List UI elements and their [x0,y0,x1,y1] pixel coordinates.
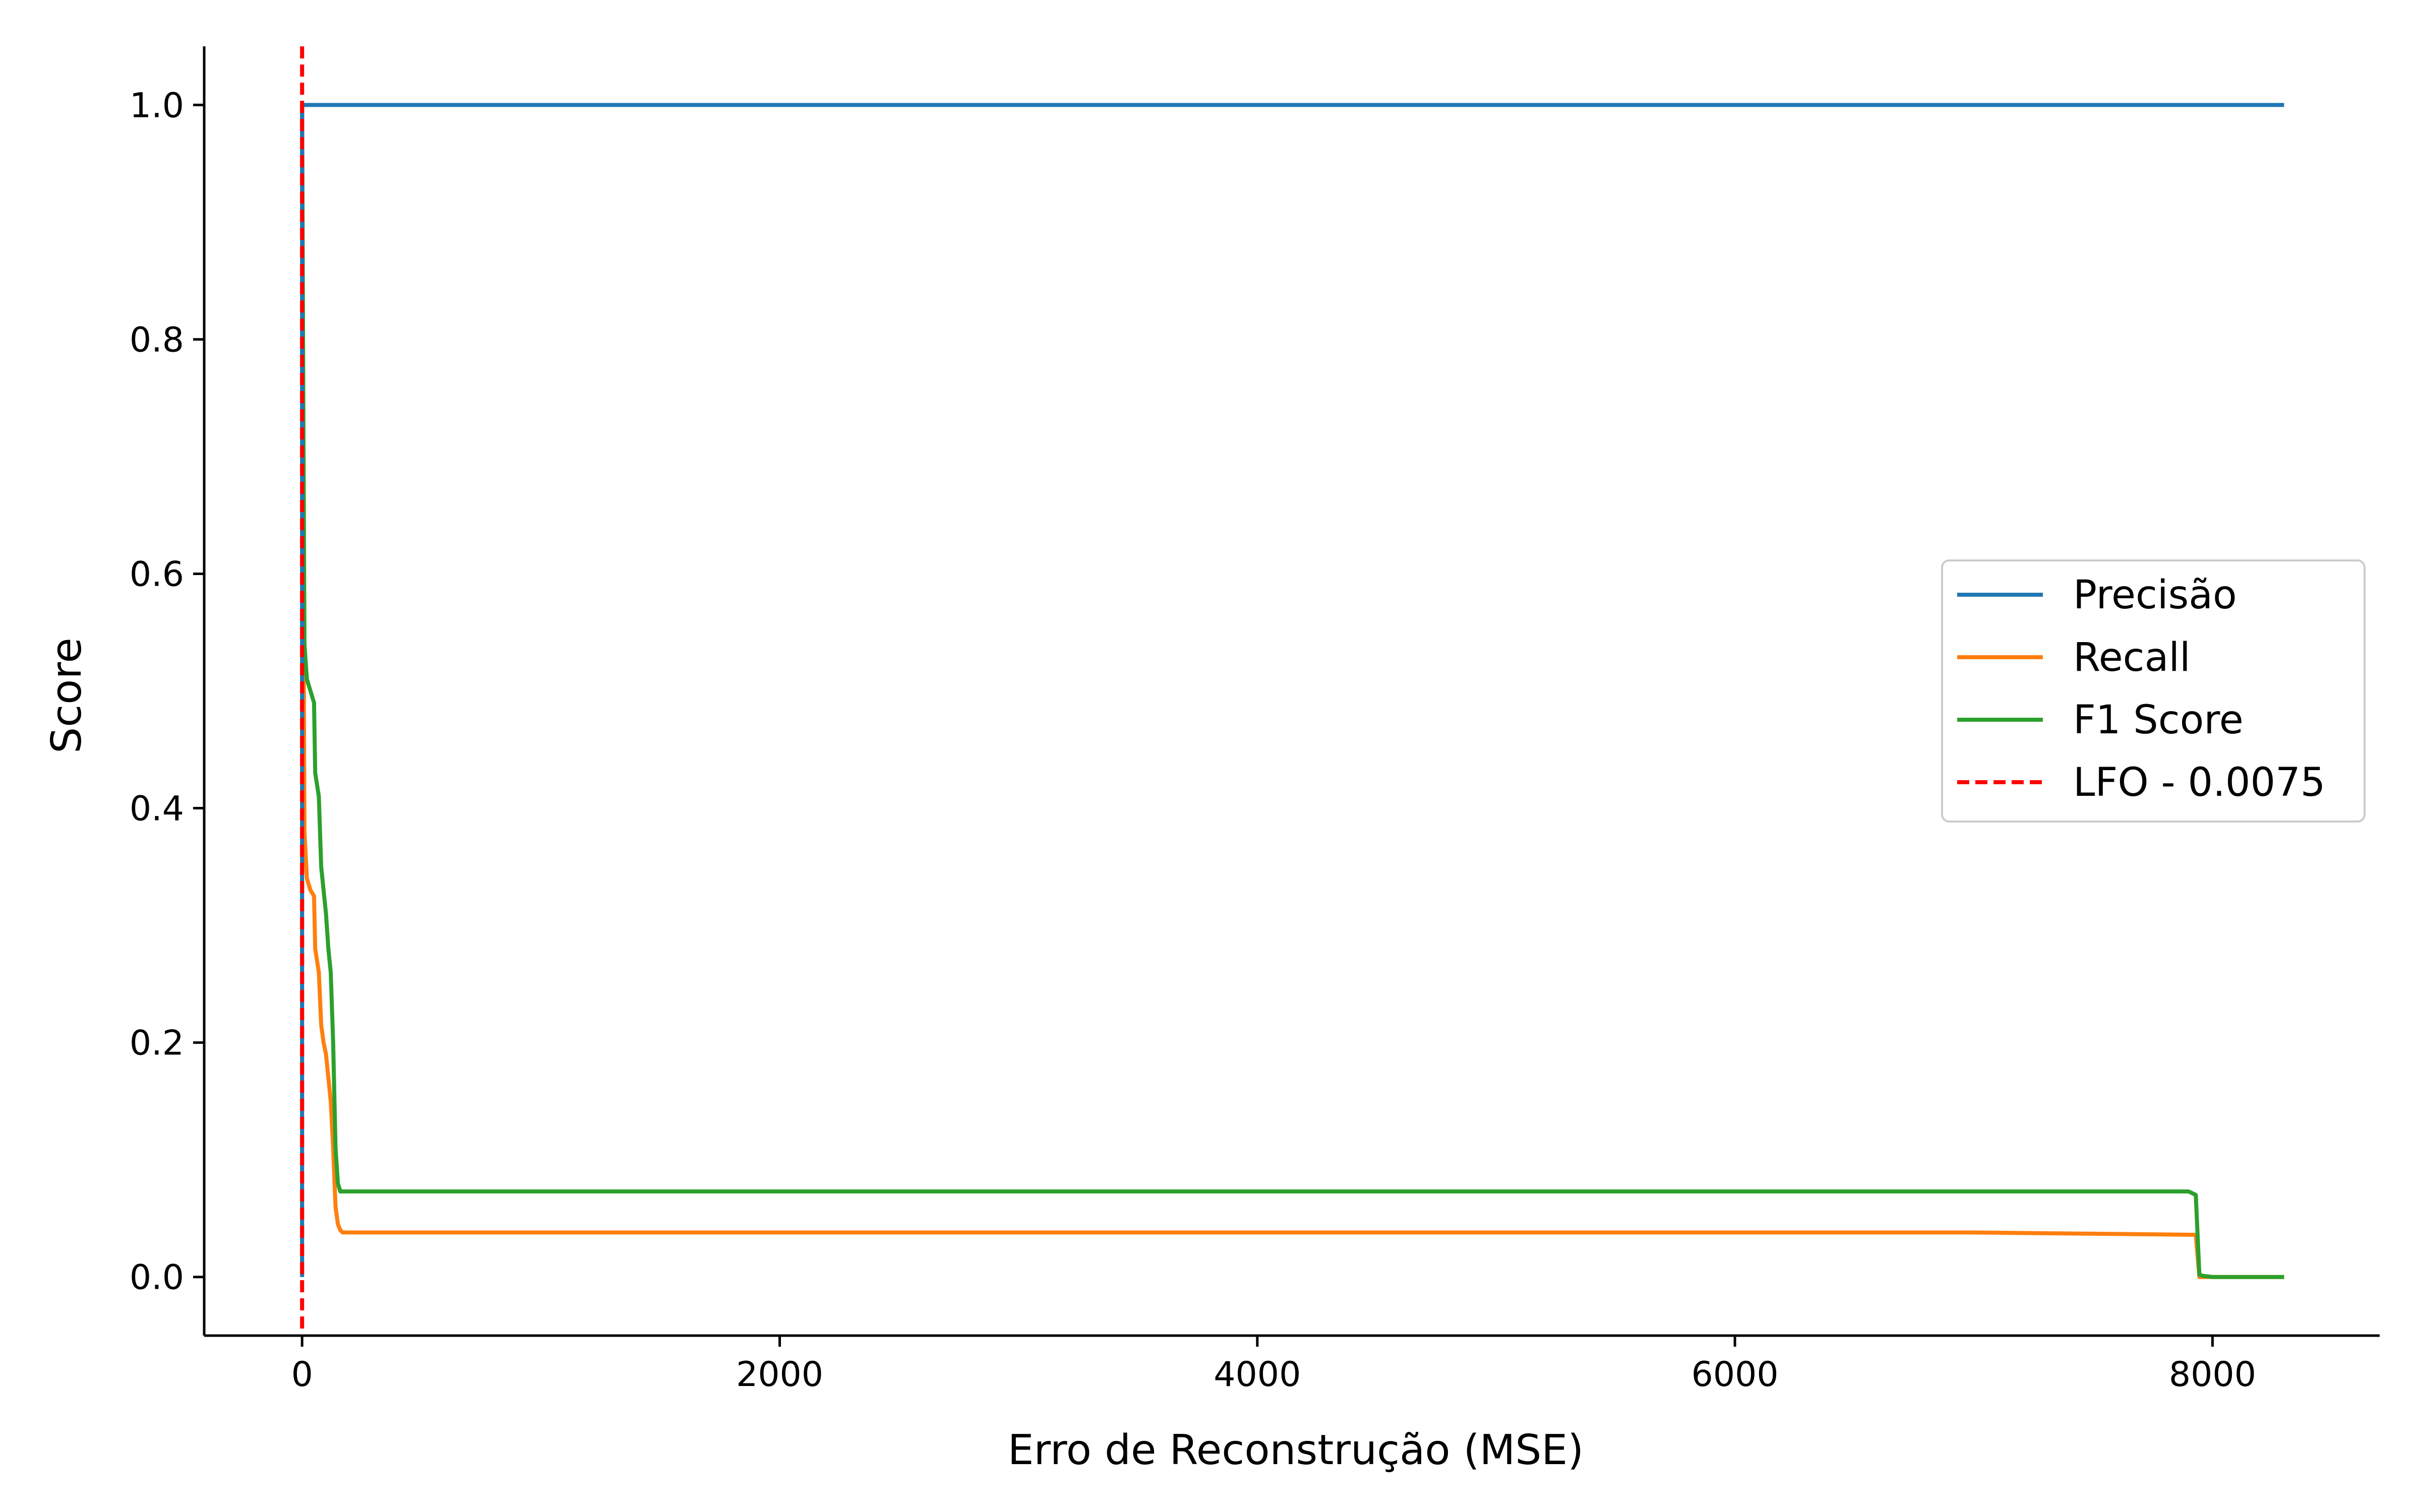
y-tick-label: 0.0 [130,1258,184,1298]
x-tick-label: 6000 [1691,1355,1779,1395]
series-line-f1-score [300,105,2284,1279]
legend-label-precisao: Precisão [2073,573,2237,618]
x-tick-label: 0 [291,1355,313,1395]
y-tick-label: 0.8 [130,320,184,360]
series-line-recall [300,105,2284,1279]
x-tick-label: 2000 [736,1355,823,1395]
y-axis-ticks: 0.0 0.2 0.4 0.6 0.8 1.0 [130,86,204,1298]
y-tick-label: 1.0 [130,86,184,125]
x-tick-label: 4000 [1214,1355,1301,1395]
y-axis-label: Score [43,638,91,753]
axes [203,46,2380,1337]
legend-label-f1-score: F1 Score [2073,698,2244,743]
legend-box [1941,559,2366,823]
y-tick-label: 0.4 [130,789,184,829]
x-axis-label: Erro de Reconstrução (MSE) [1008,1426,1584,1474]
y-tick-label: 0.6 [130,554,184,594]
x-axis-ticks: 0 2000 4000 6000 8000 [291,1336,2256,1395]
legend-label-threshold: LFO - 0.0075 [2073,760,2325,805]
legend: Precisão Recall F1 Score LFO - 0.0075 [1941,559,2366,823]
plot-area [300,46,2284,1336]
legend-label-recall: Recall [2073,635,2191,680]
y-tick-label: 0.2 [130,1024,184,1063]
x-tick-label: 8000 [2169,1355,2256,1395]
